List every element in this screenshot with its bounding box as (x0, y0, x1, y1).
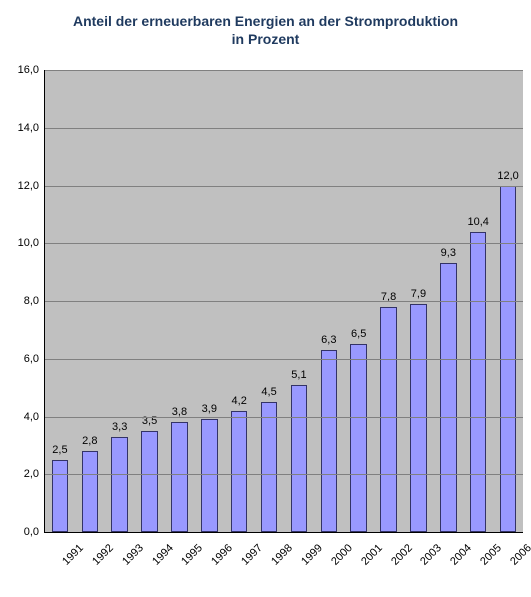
title-line-2: in Prozent (232, 31, 300, 47)
x-tick-label: 1991 (60, 542, 86, 568)
bar (141, 431, 157, 532)
x-tick-label: 1999 (299, 542, 325, 568)
x-tick-label: 2004 (448, 542, 474, 568)
bar-value-label: 4,2 (232, 395, 247, 407)
gridline (45, 417, 523, 418)
bar-value-label: 3,9 (202, 403, 217, 415)
x-tick-label: 2003 (419, 542, 445, 568)
y-tick-label: 16,0 (18, 64, 39, 76)
x-tick-label: 1996 (209, 542, 235, 568)
chart-title: Anteil der erneuerbaren Energien an der … (0, 0, 531, 48)
bar (82, 451, 98, 532)
x-tick-label: 2000 (329, 542, 355, 568)
x-tick-label: 1995 (180, 542, 206, 568)
bar (111, 437, 127, 532)
bar-value-label: 5,1 (291, 369, 306, 381)
bar (261, 402, 277, 532)
x-tick-label: 1994 (150, 542, 176, 568)
y-tick-label: 8,0 (24, 295, 39, 307)
bar (171, 422, 187, 532)
plot-area: 2,52,83,33,53,83,94,24,55,16,36,57,87,99… (44, 70, 523, 533)
title-line-1: Anteil der erneuerbaren Energien an der … (73, 13, 458, 29)
bar (350, 344, 366, 532)
x-tick-label: 1998 (269, 542, 295, 568)
bar (52, 460, 68, 532)
bar-value-label: 7,9 (411, 288, 426, 300)
bar (440, 263, 456, 532)
y-tick-label: 14,0 (18, 122, 39, 134)
y-tick-label: 4,0 (24, 411, 39, 423)
gridline (45, 474, 523, 475)
bar (470, 232, 486, 532)
x-tick-label: 2002 (389, 542, 415, 568)
bar (321, 350, 337, 532)
bar-value-label: 2,5 (52, 444, 67, 456)
gridline (45, 186, 523, 187)
bar-value-label: 6,3 (321, 334, 336, 346)
y-tick-label: 0,0 (24, 526, 39, 538)
bar-value-label: 2,8 (82, 435, 97, 447)
x-tick-label: 2005 (478, 542, 504, 568)
gridline (45, 70, 523, 71)
gridline (45, 243, 523, 244)
x-tick-label: 1993 (120, 542, 146, 568)
bar-value-label: 4,5 (261, 386, 276, 398)
bar (410, 304, 426, 532)
bar-value-label: 6,5 (351, 328, 366, 340)
y-tick-label: 10,0 (18, 237, 39, 249)
x-tick-label: 1997 (239, 542, 265, 568)
gridline (45, 301, 523, 302)
bar (231, 411, 247, 532)
chart-container: Anteil der erneuerbaren Energien an der … (0, 0, 531, 597)
x-tick-label: 2006 (508, 542, 531, 568)
bar (380, 307, 396, 532)
bar-value-label: 9,3 (441, 247, 456, 259)
y-tick-label: 6,0 (24, 353, 39, 365)
bar-value-label: 3,3 (112, 421, 127, 433)
gridline (45, 128, 523, 129)
bar-value-label: 12,0 (497, 170, 518, 182)
gridline (45, 359, 523, 360)
bar (291, 385, 307, 532)
y-tick-label: 2,0 (24, 468, 39, 480)
x-tick-label: 2001 (359, 542, 385, 568)
x-tick-label: 1992 (90, 542, 116, 568)
bar-value-label: 10,4 (467, 216, 488, 228)
y-tick-label: 12,0 (18, 180, 39, 192)
bar (201, 419, 217, 532)
